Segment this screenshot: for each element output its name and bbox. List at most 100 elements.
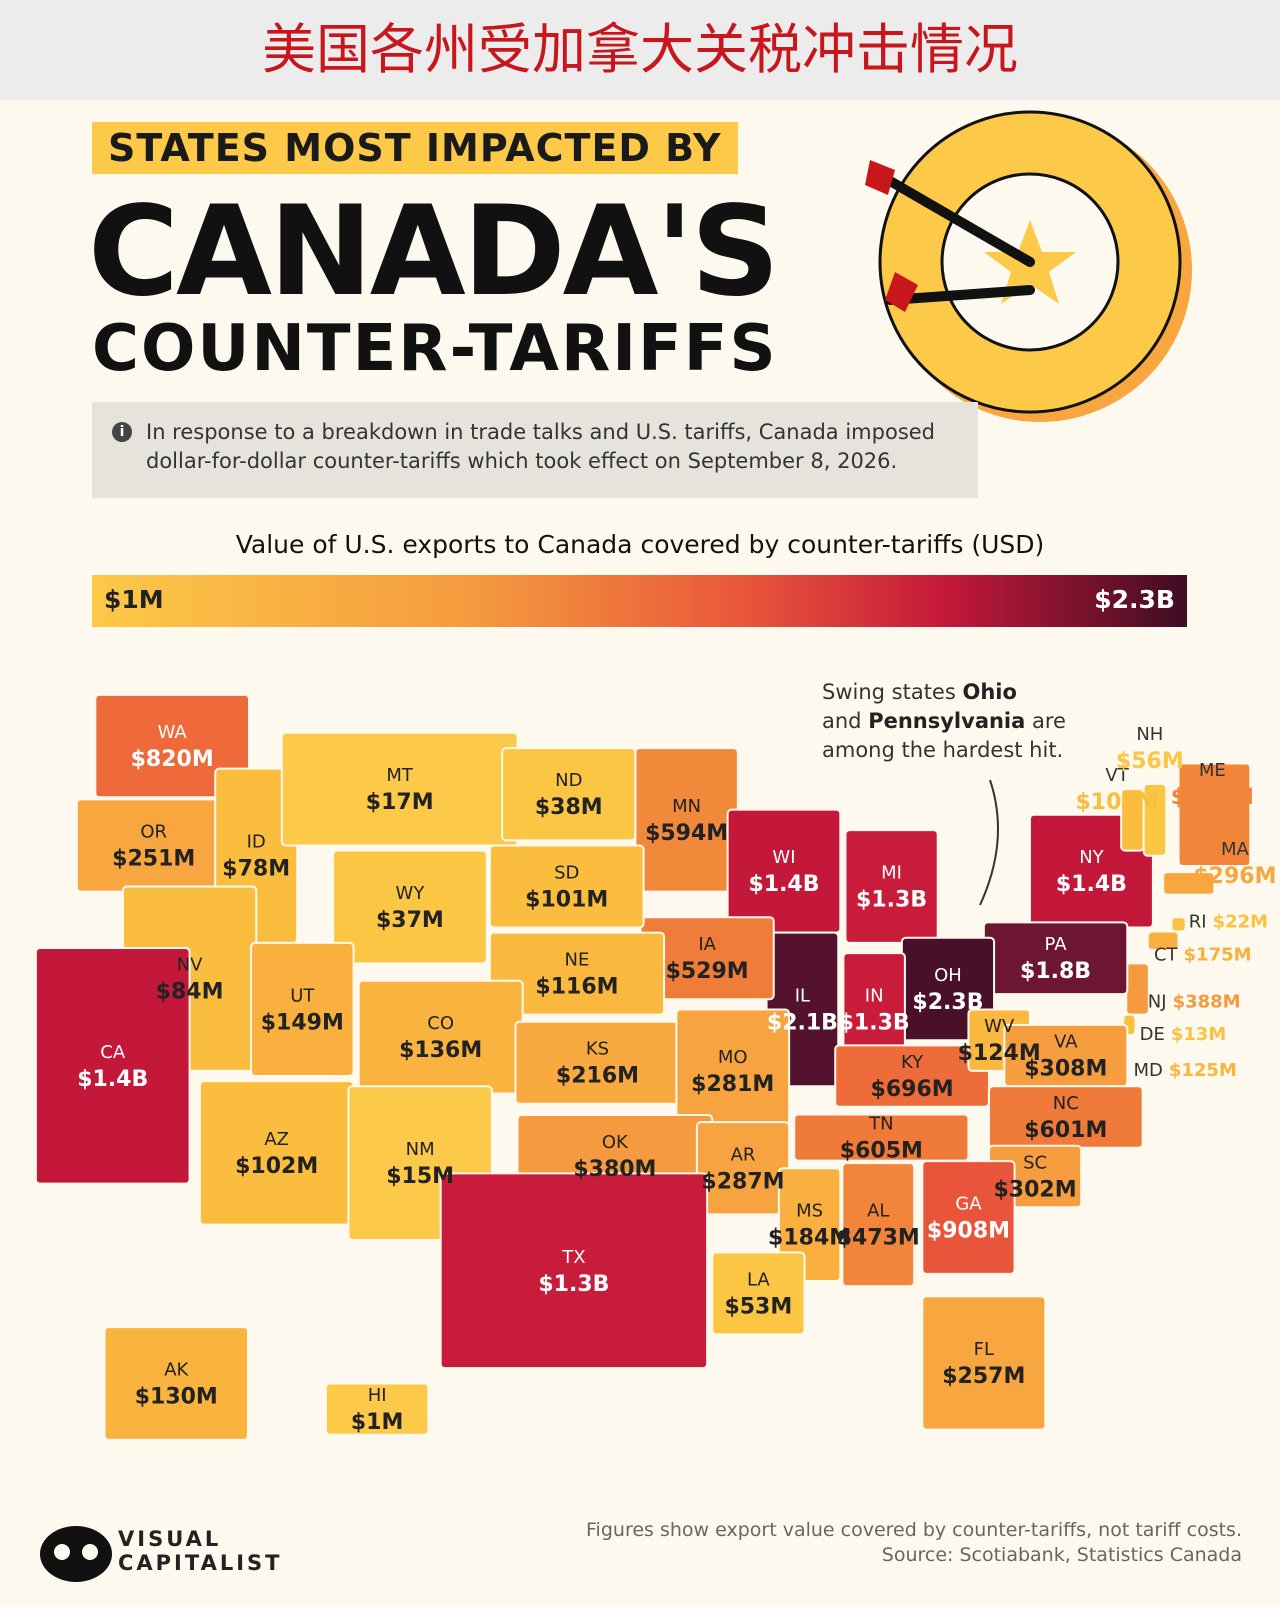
state-abbr: NH (1136, 724, 1163, 745)
brand: VISUAL CAPITALIST (118, 1527, 282, 1575)
state-label: DE $13M (1140, 1024, 1227, 1045)
state-value: $388M (1173, 991, 1241, 1012)
annotation-arrow (979, 779, 999, 906)
state-value: $13M (1171, 1024, 1227, 1045)
state-abbr: UT (290, 985, 315, 1006)
state-tile (695, 1121, 791, 1216)
state-abbr: AZ (264, 1129, 289, 1150)
state-value: $175M (1184, 944, 1252, 965)
state-tile (634, 747, 739, 893)
state-value: $529M (666, 959, 749, 984)
state-abbr: NE (565, 950, 590, 971)
state-abbr: WY (396, 883, 426, 904)
state-value: $22M (1213, 911, 1269, 932)
state-abbr: NM (406, 1139, 435, 1160)
state-value: $38M (535, 795, 603, 820)
state-value: $601M (1024, 1118, 1107, 1143)
state-abbr: GA (955, 1193, 982, 1214)
state-abbr: WI (772, 847, 795, 868)
state-tile (711, 1251, 806, 1336)
annotation-text: and (822, 709, 862, 733)
state-value: $216M (556, 1064, 639, 1089)
state-tile (793, 1113, 970, 1162)
state-value: $56M (1116, 749, 1184, 774)
state-abbr: VT (1105, 765, 1129, 786)
state-tile (726, 808, 842, 934)
description-line: In response to a breakdown in trade talk… (146, 420, 936, 444)
state-value: $124M (958, 1041, 1041, 1066)
state-abbr: KY (901, 1052, 924, 1073)
state-abbr: IA (698, 934, 716, 955)
state-value: $15M (386, 1164, 454, 1189)
state-abbr: DE (1140, 1024, 1165, 1045)
state-value: $104M (1075, 790, 1158, 815)
state-abbr: MS (796, 1201, 823, 1222)
state-value: $453M (1171, 785, 1254, 810)
state-value: $302M (994, 1177, 1077, 1202)
state-abbr: AR (731, 1144, 756, 1165)
state-value: $78M (222, 857, 290, 882)
state-abbr: MA (1221, 839, 1250, 860)
state-value: $594M (645, 821, 728, 846)
state-tile (103, 1326, 250, 1441)
annotation-text: Pennsylvania (868, 709, 1026, 733)
state-tile (332, 849, 488, 965)
state-tile (94, 693, 251, 799)
state-tile (75, 798, 232, 893)
description: i In response to a breakdown in trade ta… (92, 402, 978, 498)
state-tile (1142, 782, 1168, 857)
state-abbr: AL (867, 1201, 889, 1222)
state-tile (250, 941, 355, 1078)
state-tile (324, 1382, 430, 1436)
state-value: $1.4B (77, 1067, 148, 1092)
state-abbr: WV (984, 1016, 1015, 1037)
state-value: $251M (112, 846, 195, 871)
state-tile (488, 931, 666, 1016)
state-value: $2.1B (767, 1010, 838, 1035)
annotation-line: Swing states Ohio (822, 678, 1066, 707)
state-value: $101M (525, 887, 608, 912)
state-abbr: TN (868, 1114, 893, 1135)
footnote: Figures show export value covered by cou… (586, 1519, 1242, 1541)
state-value: $257M (942, 1364, 1025, 1389)
state-abbr: MN (672, 796, 701, 817)
description-line: dollar-for-dollar counter-tariffs which … (146, 449, 898, 473)
state-label: MD $125M (1133, 1060, 1236, 1081)
state-value: $820M (131, 747, 214, 772)
state-abbr: OK (602, 1132, 629, 1153)
state-abbr: OR (140, 821, 167, 842)
source: Source: Scotiabank, Statistics Canada (881, 1544, 1242, 1566)
state-abbr: IN (865, 985, 884, 1006)
annotation-line: and Pennsylvania are (822, 707, 1066, 736)
state-abbr: KS (586, 1039, 609, 1060)
state-value: $1.8B (1020, 959, 1091, 984)
state-abbr: OH (934, 965, 962, 986)
state-abbr: CT (1154, 944, 1179, 965)
state-tile (34, 946, 191, 1185)
state-value: $287M (701, 1169, 784, 1194)
state-value: $308M (1024, 1057, 1107, 1082)
state-abbr: NJ (1148, 991, 1167, 1012)
state-tile (514, 1020, 681, 1105)
state-abbr: HI (368, 1385, 387, 1406)
state-abbr: CO (427, 1013, 454, 1034)
state-abbr: PA (1045, 934, 1068, 955)
legend-min: $1M (104, 585, 164, 614)
footer: Figures show export value covered by cou… (586, 1518, 1242, 1568)
state-value: $696M (871, 1077, 954, 1102)
annotation-text: Ohio (962, 680, 1017, 704)
annotation-line: among the hardest hit. (822, 736, 1066, 765)
state-tile (280, 731, 519, 847)
state-value: $1M (351, 1410, 404, 1435)
state-abbr: NC (1053, 1093, 1079, 1114)
state-abbr: MI (881, 862, 902, 883)
state-value: $908M (927, 1218, 1010, 1243)
state-value: $605M (840, 1139, 923, 1164)
state-tile (439, 1172, 709, 1370)
subtitle: COUNTER-TARIFFS (92, 312, 778, 386)
annotation: Swing states Ohio and Pennsylvania are amo… (822, 678, 1066, 765)
state-tile (841, 1162, 916, 1288)
header-title: 美国各州受加拿大关税冲击情况 (0, 0, 1280, 100)
state-tile (1125, 962, 1150, 1016)
